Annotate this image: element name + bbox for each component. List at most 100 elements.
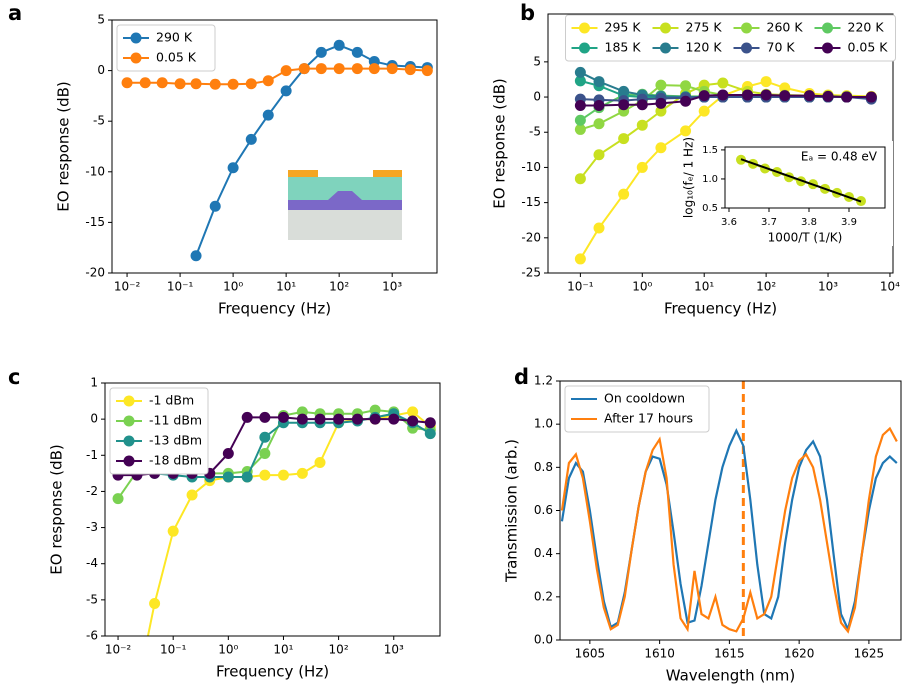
x-tick-label: 10⁰: [632, 280, 652, 294]
x-tick-label: 1605: [575, 647, 606, 661]
annotation: Eₐ = 0.48 eV: [801, 150, 878, 164]
y-tick-label: -2: [86, 484, 98, 498]
legend-label: 70 K: [767, 40, 796, 55]
axes: 1605 1610 1615 1620 1625 0.0 0.2 0.4 0.6 0.8 1.0 1.…: [503, 365, 902, 685]
data-point: [424, 417, 436, 429]
legend-marker: [741, 22, 752, 34]
y-tick-label: 1.0: [702, 174, 718, 185]
waveguide: [328, 191, 362, 200]
data-point: [655, 105, 667, 117]
data-point: [227, 78, 239, 90]
y-tick-label: -6: [86, 629, 98, 643]
data-point: [655, 79, 667, 91]
series-line: [560, 426, 898, 634]
axes-frame: [111, 19, 438, 274]
data-point: [593, 99, 605, 111]
data-point: [241, 471, 253, 483]
data-point: [407, 415, 419, 427]
y-axis-label: EO response (dB): [491, 78, 509, 208]
data-point: [636, 99, 648, 111]
legend-marker: [579, 42, 590, 54]
data-point: [388, 413, 400, 425]
data-point: [841, 91, 853, 103]
series-line: [560, 428, 898, 633]
data-point: [259, 447, 271, 459]
data-point: [149, 597, 161, 609]
y-tick-label: 0: [90, 412, 98, 426]
y-tick-label: -5: [93, 114, 105, 128]
data-point: [865, 91, 877, 103]
x-tick-label: 1620: [784, 647, 815, 661]
panel-label: d: [514, 365, 529, 389]
legend-label: 220 K: [848, 20, 885, 35]
data-point: [760, 89, 772, 101]
y-tick-label: 1.2: [534, 374, 553, 388]
x-tick-label: 10²: [756, 280, 776, 294]
axes-frame: [724, 146, 886, 209]
data-point: [112, 493, 124, 505]
y-tick-label: 0.0: [534, 633, 553, 647]
x-tick-label: 1610: [644, 647, 675, 661]
x-tick-label: 3.6: [721, 217, 737, 228]
data-point: [262, 75, 274, 87]
x-tick-label: 10³: [382, 280, 402, 294]
data-point: [222, 447, 234, 459]
x-tick-label: 1625: [854, 647, 885, 661]
legend-marker: [123, 435, 135, 447]
data-point: [351, 413, 363, 425]
data-point: [315, 46, 327, 58]
data-point: [574, 66, 586, 78]
data-point: [760, 76, 772, 88]
legend-marker: [123, 455, 135, 467]
y-tick-label: -5: [86, 592, 98, 606]
data-point: [593, 222, 605, 234]
data-point: [280, 85, 292, 97]
data-point: [574, 99, 586, 111]
data-point: [655, 97, 667, 109]
data-point: [369, 413, 381, 425]
device-schematic: [288, 170, 402, 240]
y-tick-label: -10: [521, 160, 541, 174]
data-point: [259, 431, 271, 443]
data-point: [259, 469, 271, 481]
data-point: [680, 125, 692, 137]
data-point: [209, 78, 221, 90]
legend-label: 185 K: [605, 40, 642, 55]
data-point: [139, 77, 151, 89]
data-point: [333, 413, 345, 425]
y-axis-label: log₁₀(fₑ/ 1 Hz): [682, 137, 696, 218]
data-point: [245, 78, 257, 90]
data-point: [574, 253, 586, 265]
x-tick-label: 10²: [329, 280, 349, 294]
legend-label: 275 K: [686, 20, 723, 35]
data-point: [717, 89, 729, 101]
y-tick-label: -10: [85, 164, 105, 178]
data-point: [618, 188, 630, 200]
x-tick-label: 1615: [714, 647, 745, 661]
data-point: [156, 77, 168, 89]
y-axis-label: EO response (dB): [55, 81, 73, 211]
y-tick-label: -15: [85, 215, 105, 229]
y-tick-label: -20: [521, 230, 541, 244]
x-tick-label: 10⁰: [223, 280, 243, 294]
data-point: [167, 525, 179, 537]
y-tick-label: -20: [85, 266, 105, 280]
data-point: [407, 406, 419, 418]
data-point: [298, 63, 310, 75]
legend-label: 120 K: [686, 40, 723, 55]
y-tick-label: 0: [97, 63, 105, 77]
x-tick-label: 10¹: [694, 280, 714, 294]
data-point: [277, 411, 289, 423]
panel-label: b: [520, 1, 535, 25]
layer: [288, 200, 402, 210]
x-tick-label: 10³: [818, 280, 838, 294]
data-point: [655, 142, 667, 154]
x-tick-label: 10⁴: [880, 280, 900, 294]
legend-label: -11 dBm: [149, 413, 202, 428]
x-tick-label: 10⁻²: [105, 643, 132, 657]
data-point: [386, 63, 398, 75]
data-point: [351, 46, 363, 58]
legend-marker: [660, 42, 671, 54]
data-point: [618, 85, 630, 97]
